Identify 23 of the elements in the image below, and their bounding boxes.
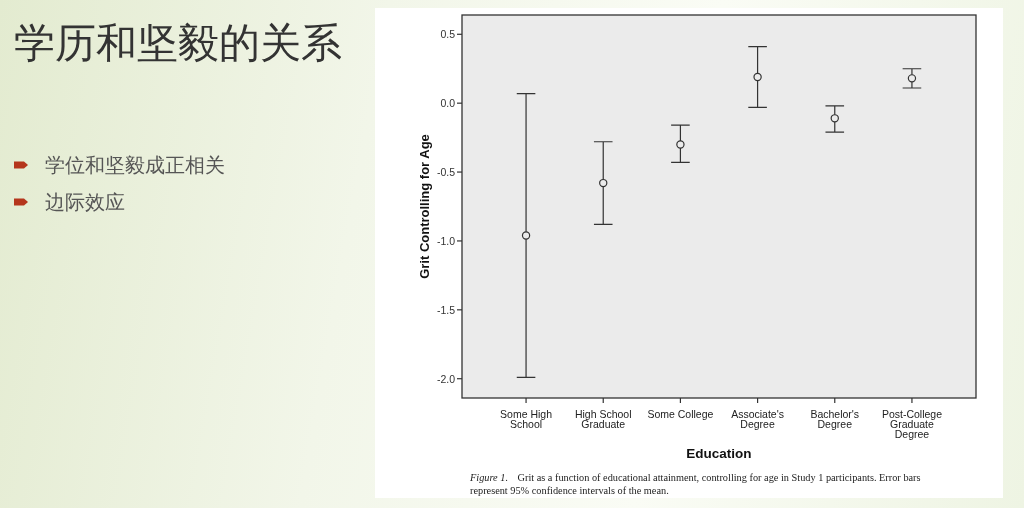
y-tick-label: 0.0 <box>440 96 456 109</box>
text: 学位和坚毅成正相关 <box>45 153 225 177</box>
x-tick-label: High School Graduate <box>574 408 632 430</box>
y-tick-label: -2.0 <box>436 372 456 385</box>
x-axis-title: Education <box>686 446 752 461</box>
y-tick-label: -0.5 <box>436 165 456 178</box>
point <box>676 140 685 149</box>
x-tick-label: Post-College Graduate Degree <box>881 408 943 440</box>
point <box>521 231 531 240</box>
x-tick-label: Bachelor's Degree <box>810 408 860 430</box>
x-tick-label: Associate's Degree <box>731 408 784 430</box>
text: 边际效应 <box>45 190 125 214</box>
text: Figure 1. Grit as a function of educational attainment, controlling for age in Study 1 participants. Error bars represent 95% confidence intervals of the mean. <box>470 472 921 496</box>
y-tick-label: -1.5 <box>436 303 456 316</box>
point <box>830 114 839 123</box>
y-axis-title: Grit Controlling for Age <box>417 134 432 279</box>
point <box>753 72 762 82</box>
y-tick-label: -1.0 <box>436 234 456 247</box>
chart-title: 学历和坚毅的关系 <box>14 19 342 67</box>
point <box>599 178 608 188</box>
x-tick-label: Some High School <box>500 408 553 430</box>
x-tick-label: Some College <box>647 408 714 420</box>
y-tick-label: 0.5 <box>440 28 456 41</box>
